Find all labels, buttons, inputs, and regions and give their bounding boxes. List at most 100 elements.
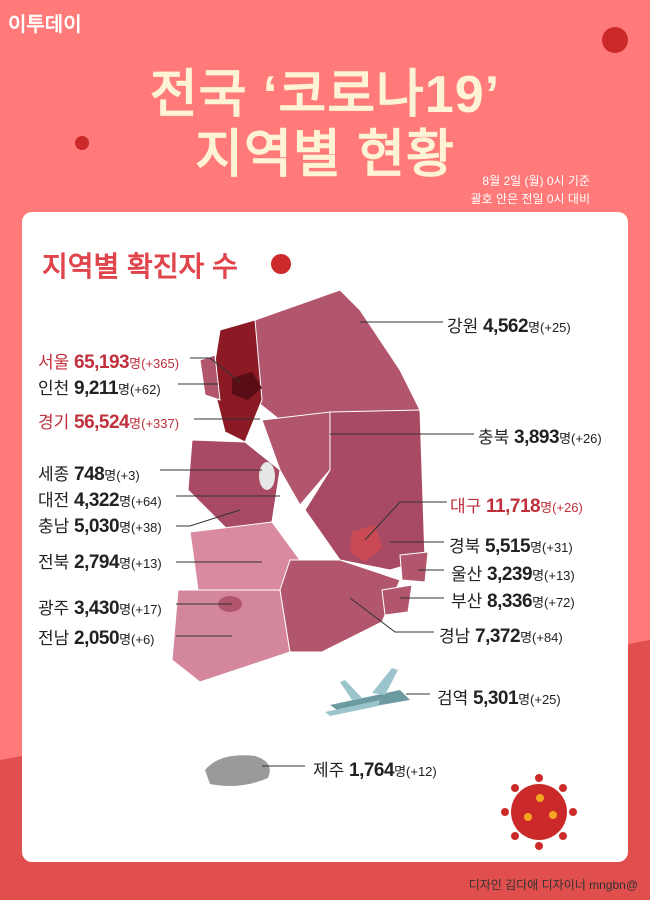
- region-label: 광주 3,430명(+17): [38, 594, 162, 620]
- region-label: 전북 2,794명(+13): [38, 548, 162, 574]
- delta-note: 괄호 안은 전일 0시 대비: [470, 192, 590, 206]
- leader-lines: [160, 321, 474, 767]
- region-delta: (+25): [530, 692, 561, 707]
- unit: 명: [129, 416, 142, 431]
- unit: 명: [530, 540, 543, 555]
- region-count: 11,718: [486, 496, 541, 517]
- region-delta: (+13): [131, 556, 162, 571]
- unit: 명: [119, 556, 132, 571]
- region-incheon: [199, 354, 221, 401]
- region-count: 4,322: [74, 490, 120, 511]
- region-name: 충남: [38, 517, 75, 536]
- region-count: 5,301: [473, 688, 519, 709]
- region-label: 서울 65,193명(+365): [38, 348, 179, 374]
- region-delta: (+13): [544, 568, 575, 583]
- region-name: 제주: [313, 761, 350, 780]
- region-name: 강원: [447, 317, 484, 336]
- unit: 명: [540, 500, 553, 515]
- region-delta: (+31): [542, 540, 573, 555]
- region-delta: (+84): [532, 630, 563, 645]
- region-count: 2,794: [74, 552, 120, 573]
- brand-logo: 이투데이: [8, 14, 82, 36]
- unit: 명: [104, 468, 117, 483]
- region-count: 5,030: [74, 516, 120, 537]
- unit: 명: [520, 630, 533, 645]
- region-name: 전북: [38, 553, 75, 572]
- region-delta: (+64): [131, 494, 162, 509]
- region-sejong: [259, 462, 275, 490]
- region-seoul: [232, 372, 262, 400]
- page-title-line1: 전국 ‘코로나19’: [149, 66, 501, 124]
- region-daegu: [350, 525, 382, 562]
- region-busan: [381, 584, 413, 616]
- region-count: 9,211: [74, 378, 119, 399]
- unit: 명: [528, 320, 541, 335]
- region-delta: (+365): [141, 356, 180, 371]
- region-label: 부산 8,336명(+72): [451, 587, 575, 613]
- region-count: 1,764: [349, 760, 395, 781]
- region-label: 울산 3,239명(+13): [451, 560, 575, 586]
- airplane-icon: [325, 668, 410, 716]
- region-name: 광주: [38, 599, 75, 618]
- region-delta: (+3): [116, 468, 140, 483]
- region-label: 경북 5,515명(+31): [449, 532, 573, 558]
- region-name: 경기: [38, 413, 75, 432]
- region-gyeongbuk: [304, 409, 426, 571]
- region-jeju: [205, 755, 270, 786]
- section-title: 지역별 확진자 수: [42, 251, 238, 282]
- region-label: 검역 5,301명(+25): [437, 684, 561, 710]
- unit: 명: [119, 520, 132, 535]
- unit: 명: [119, 602, 132, 617]
- region-count: 3,430: [74, 598, 120, 619]
- unit: 명: [118, 382, 130, 397]
- virus-icon: [501, 774, 577, 850]
- unit: 명: [394, 764, 407, 779]
- unit: 명: [559, 431, 572, 446]
- region-gyeongnam: [279, 559, 401, 653]
- region-label: 전남 2,050명(+6): [38, 624, 155, 650]
- region-delta: (+25): [540, 320, 571, 335]
- region-label: 세종 748명(+3): [38, 460, 140, 486]
- unit: 명: [518, 692, 531, 707]
- region-label: 제주 1,764명(+12): [313, 756, 437, 782]
- region-label: 인천 9,211명(+62): [38, 374, 161, 400]
- unit: 명: [532, 568, 545, 583]
- region-name: 대구: [450, 497, 487, 516]
- region-label: 대전 4,322명(+64): [38, 486, 162, 512]
- region-delta: (+12): [406, 764, 437, 779]
- region-name: 세종: [38, 465, 75, 484]
- region-name: 경북: [449, 537, 486, 556]
- region-count: 5,515: [485, 536, 531, 557]
- region-name: 울산: [451, 565, 488, 584]
- region-count: 4,562: [483, 316, 529, 337]
- region-label: 충북 3,893명(+26): [478, 423, 602, 449]
- page-title-line2: 지역별 현황: [195, 126, 455, 184]
- region-label: 경남 7,372명(+84): [439, 622, 563, 648]
- region-name: 경남: [439, 627, 476, 646]
- region-delta: (+6): [131, 632, 155, 647]
- region-count: 3,893: [514, 427, 560, 448]
- unit: 명: [129, 356, 142, 371]
- credit: 디자인 김다애 디자이너 mngbn@: [468, 878, 638, 892]
- region-count: 3,239: [487, 564, 533, 585]
- region-name: 대전: [38, 491, 75, 510]
- region-name: 충북: [478, 428, 515, 447]
- region-count: 8,336: [487, 591, 533, 612]
- region-delta: (+38): [131, 520, 162, 535]
- region-name: 부산: [451, 592, 488, 611]
- region-label: 대구 11,718명(+26): [450, 492, 583, 518]
- region-label: 충남 5,030명(+38): [38, 512, 162, 538]
- unit: 명: [119, 632, 132, 647]
- region-gangwon: [254, 289, 421, 421]
- region-delta: (+337): [141, 416, 180, 431]
- date-note: 8월 2일 (월) 0시 기준: [482, 174, 590, 188]
- virus-icon: [75, 27, 628, 274]
- region-ulsan: [399, 551, 429, 583]
- region-count: 65,193: [74, 352, 130, 373]
- region-count: 2,050: [74, 628, 120, 649]
- region-count: 748: [74, 464, 105, 485]
- region-count: 56,524: [74, 412, 130, 433]
- unit: 명: [119, 494, 132, 509]
- region-label: 경기 56,524명(+337): [38, 408, 179, 434]
